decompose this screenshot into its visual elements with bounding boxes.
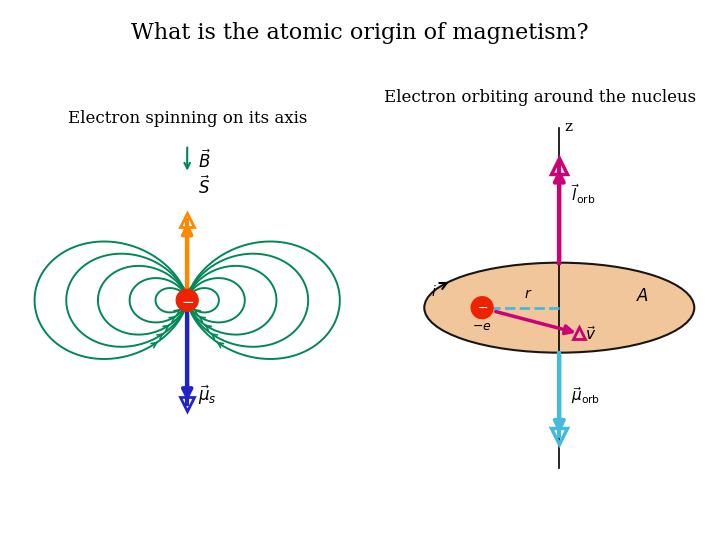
Circle shape — [176, 289, 198, 311]
Text: Electron orbiting around the nucleus: Electron orbiting around the nucleus — [384, 89, 696, 106]
Circle shape — [471, 297, 493, 319]
Text: $\vec{v}$: $\vec{v}$ — [585, 325, 596, 343]
Text: $\vec{\mu}_s$: $\vec{\mu}_s$ — [197, 383, 216, 407]
Text: $-e$: $-e$ — [472, 320, 492, 333]
Text: $\vec{l}_{\mathrm{orb}}$: $\vec{l}_{\mathrm{orb}}$ — [571, 183, 595, 206]
Text: Electron spinning on its axis: Electron spinning on its axis — [68, 110, 307, 127]
Text: $i$: $i$ — [431, 284, 436, 299]
Text: $\vec{B}$: $\vec{B}$ — [197, 149, 211, 172]
Text: $-$: $-$ — [477, 301, 487, 314]
Text: $A$: $A$ — [636, 288, 649, 305]
Text: $r$: $r$ — [524, 287, 532, 301]
Text: z: z — [564, 120, 572, 134]
Ellipse shape — [424, 262, 694, 353]
Text: $-$: $-$ — [181, 293, 194, 308]
Text: What is the atomic origin of magnetism?: What is the atomic origin of magnetism? — [131, 22, 589, 44]
Text: $\vec{\mu}_{\mathrm{orb}}$: $\vec{\mu}_{\mathrm{orb}}$ — [571, 385, 600, 406]
Text: $\vec{S}$: $\vec{S}$ — [197, 175, 210, 198]
